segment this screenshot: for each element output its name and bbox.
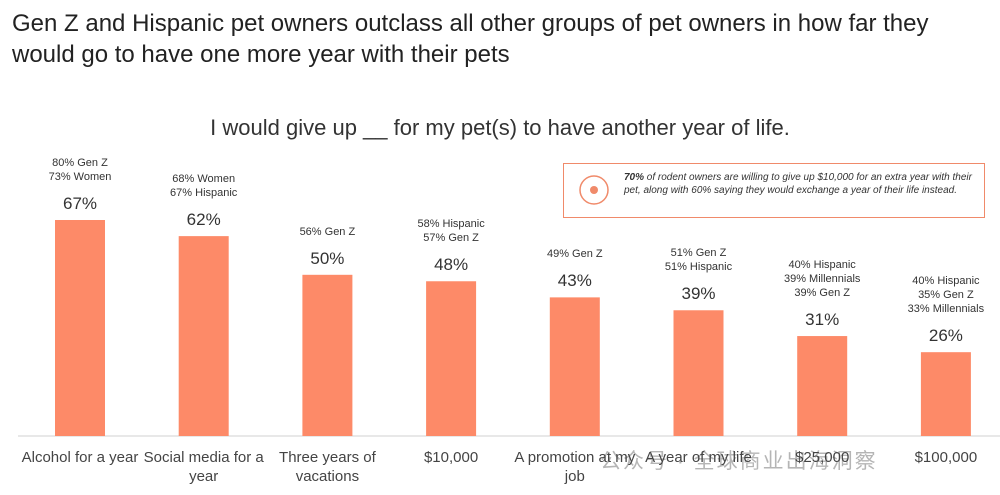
annotation: 40% Hispanic — [788, 259, 856, 272]
annotation: 73% Women — [48, 171, 112, 183]
callout-bold: 70% — [624, 172, 645, 183]
value-label: 31% — [805, 310, 840, 330]
annotation: 58% Hispanic — [417, 218, 485, 231]
value-label: 43% — [557, 271, 592, 291]
bar — [302, 274, 353, 436]
callout-icon — [579, 175, 609, 205]
callout-body: of rodent owners are willing to give up … — [624, 172, 972, 196]
chart-title: Gen Z and Hispanic pet owners outclass a… — [12, 10, 929, 68]
annotation: 35% Gen Z — [918, 289, 974, 302]
annotation: 68% Women — [172, 173, 236, 186]
bar — [178, 236, 229, 436]
x-tick-label: A promotion at my job — [514, 449, 636, 485]
x-tick-label: Social media for a year — [143, 449, 264, 485]
callout-icon-dot — [590, 186, 598, 194]
bar — [55, 220, 105, 436]
annotation: 56% Gen Z — [299, 225, 356, 238]
x-tick-label: $10,000 — [423, 449, 479, 466]
annotation: 57% Gen Z — [423, 232, 479, 245]
x-tick-label: A year of my life — [645, 449, 752, 466]
annotation: 67% Hispanic — [170, 187, 238, 200]
annotation: 39% Gen Z — [794, 287, 850, 300]
annotation: 40% Hispanic — [912, 275, 980, 288]
value-label: 62% — [186, 210, 221, 230]
bar — [673, 310, 724, 436]
x-tick-label: $100,000 — [914, 449, 978, 466]
watermark: 公众号 · 全球商业出海洞察 — [600, 450, 878, 473]
value-label: 39% — [681, 284, 716, 304]
x-tick-label: $25,000 — [795, 449, 850, 466]
bar — [426, 281, 477, 436]
bar — [920, 352, 971, 436]
annotation: 33% Millennials — [907, 303, 985, 316]
callout-box — [563, 163, 985, 218]
annotation: 49% Gen Z — [546, 248, 603, 261]
x-tick-label: Alcohol for a year — [21, 449, 139, 466]
annotation: 80% Gen Z — [52, 157, 108, 169]
annotation: 51% Hispanic — [664, 261, 733, 274]
annotation: 39% Millennials — [783, 273, 861, 286]
value-label: 26% — [928, 326, 963, 346]
bar — [549, 297, 600, 436]
value-label: 48% — [434, 255, 469, 275]
annotation: 51% Gen Z — [670, 247, 727, 260]
bar — [797, 336, 848, 436]
value-label: 67% — [62, 194, 98, 213]
callout-text: 70% of rodent owners are willing to give… — [624, 171, 974, 197]
x-tick-label: Three years of vacations — [279, 449, 376, 485]
chart-subtitle: I would give up __ for my pet(s) to have… — [210, 115, 790, 140]
value-label: 50% — [310, 248, 345, 268]
